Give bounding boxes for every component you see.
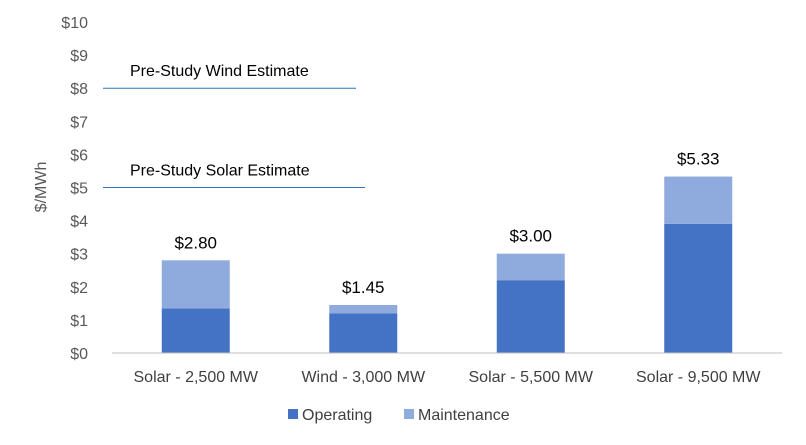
bar-segment-operating: [664, 223, 733, 353]
bar-total-label: $5.33: [677, 150, 720, 169]
legend-label: Operating: [302, 407, 372, 424]
reference-line-label: Pre-Study Solar Estimate: [130, 163, 310, 180]
y-tick-label: $6: [70, 147, 88, 164]
bar-segment-maintenance: [664, 176, 733, 224]
y-axis-tick-labels: $0 $1 $2 $3 $4 $5 $6 $7 $8 $9 $10: [61, 15, 88, 363]
bar-segment-maintenance: [329, 305, 398, 314]
x-tick-label: Solar - 5,500 MW: [469, 369, 594, 386]
y-tick-label: $3: [70, 247, 88, 264]
bar-segment-operating: [161, 308, 230, 353]
bar-total-label: $3.00: [509, 227, 552, 246]
y-tick-label: $7: [70, 114, 88, 131]
legend-swatch-operating: [288, 409, 298, 419]
y-tick-label: $4: [70, 214, 88, 231]
bar-segment-maintenance: [161, 260, 230, 309]
bars-group: [161, 176, 733, 353]
x-axis-category-labels: Solar - 2,500 MW Wind - 3,000 MW Solar - 5…: [134, 369, 762, 386]
bar-segment-operating: [329, 313, 398, 353]
x-tick-label: Solar - 2,500 MW: [134, 369, 259, 386]
x-tick-label: Wind - 3,000 MW: [301, 369, 425, 386]
y-tick-label: $2: [70, 280, 88, 297]
y-tick-label: $9: [70, 48, 88, 65]
y-tick-label: $8: [70, 81, 88, 98]
legend-label: Maintenance: [418, 407, 510, 424]
y-tick-label: $10: [61, 15, 88, 32]
x-tick-label: Solar - 9,500 MW: [636, 369, 761, 386]
reference-line-label: Pre-Study Wind Estimate: [130, 63, 309, 80]
y-axis-title: $/MWh: [33, 162, 50, 213]
legend: Operating Maintenance: [288, 407, 510, 424]
y-tick-label: $5: [70, 181, 88, 198]
y-tick-label: $0: [70, 346, 88, 363]
bar-segment-maintenance: [496, 253, 565, 281]
reference-lines: Pre-Study Wind Estimate Pre-Study Solar E…: [103, 63, 365, 188]
bar-total-label: $2.80: [174, 233, 217, 252]
bar-total-labels: $2.80 $1.45 $3.00 $5.33: [174, 150, 719, 297]
bar-total-label: $1.45: [342, 278, 385, 297]
bar-segment-operating: [496, 280, 565, 353]
legend-swatch-maintenance: [404, 409, 414, 419]
y-tick-label: $1: [70, 313, 88, 330]
